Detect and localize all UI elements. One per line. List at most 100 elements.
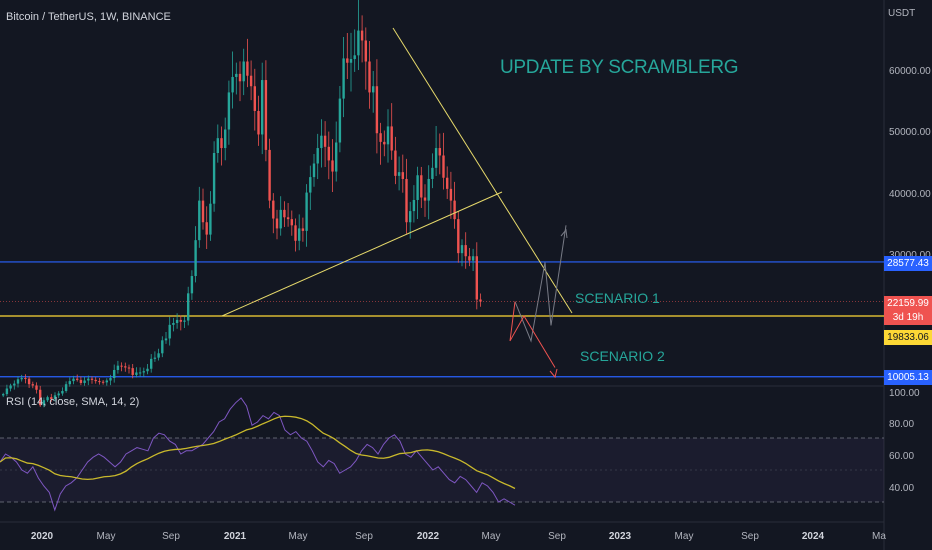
- candle-body: [64, 384, 68, 392]
- y-tick-60000: 60000.00: [889, 66, 931, 77]
- candle-body: [283, 209, 286, 218]
- candle-body: [468, 256, 471, 261]
- candle-body: [194, 240, 197, 277]
- y-tick-40000: 40000.00: [889, 189, 931, 200]
- y-tick-30000: 30000.00: [889, 250, 931, 261]
- candle-body: [27, 378, 31, 385]
- candle-body: [405, 178, 408, 223]
- candle-body: [268, 149, 271, 201]
- candle-body: [286, 217, 290, 220]
- support-trend-line: [221, 191, 503, 317]
- candle-body: [453, 200, 456, 220]
- scenario-2-arrowhead: [549, 368, 558, 379]
- candle-body: [438, 148, 441, 156]
- x-tick-may-2020: May: [96, 531, 116, 542]
- candle-body: [179, 319, 182, 322]
- level-low-tag: 10005.13: [884, 370, 932, 385]
- level-high-tag: 28577.43: [884, 256, 932, 271]
- candle-body: [212, 152, 216, 204]
- candle-body: [460, 245, 464, 254]
- x-tick-sep-2020: Sep: [162, 531, 180, 542]
- candle-body: [257, 110, 260, 135]
- x-tick-may-2021: May: [288, 531, 308, 542]
- candle-body: [272, 200, 275, 219]
- candle-body: [242, 61, 245, 82]
- candle-body: [342, 58, 345, 99]
- candle-body: [298, 228, 301, 241]
- candle-body: [168, 324, 171, 339]
- candle-body: [201, 200, 205, 223]
- candle-body: [349, 59, 353, 63]
- candle-body: [231, 76, 234, 93]
- candle-body: [76, 378, 79, 380]
- y-tick-50000: 50000.00: [889, 127, 931, 138]
- candle-body: [50, 397, 53, 400]
- candle-body: [390, 126, 393, 151]
- candle-body: [471, 256, 475, 261]
- candle-body: [116, 365, 120, 370]
- candle-body: [94, 379, 97, 382]
- candle-body: [397, 172, 401, 176]
- countdown-tag: 3d 19h: [884, 310, 932, 325]
- candle-body: [68, 381, 71, 385]
- candle-body: [187, 293, 190, 321]
- candle-body: [153, 357, 157, 359]
- candle-body: [16, 379, 20, 384]
- rsi-sma-line: [0, 415, 516, 490]
- candle-body: [446, 177, 449, 189]
- candle-body: [164, 338, 168, 341]
- scenario-1-path: [514, 225, 567, 343]
- candle-body: [372, 86, 375, 93]
- x-tick-2022: 2022: [416, 531, 440, 542]
- candle-body: [35, 385, 38, 390]
- x-tick-sep-2021: Sep: [355, 531, 373, 542]
- candle-body: [457, 219, 460, 254]
- candle-body: [124, 366, 127, 368]
- candle-body: [416, 175, 419, 200]
- candle-body: [449, 188, 453, 201]
- candle-body: [224, 129, 227, 149]
- candle-body: [360, 30, 364, 41]
- resistance-trend-line: [392, 27, 573, 314]
- candle-body: [423, 197, 427, 201]
- candle-body: [146, 368, 149, 372]
- candle-body: [220, 138, 223, 149]
- candle-body: [175, 319, 179, 324]
- candle-body: [183, 320, 186, 322]
- candle-body: [109, 378, 112, 381]
- candle-body: [31, 384, 34, 386]
- candle-body: [5, 388, 9, 395]
- candle-body: [294, 225, 297, 241]
- rsi-indicator-label[interactable]: RSI (14, close, SMA, 14, 2): [6, 396, 140, 408]
- candle-body: [205, 222, 208, 235]
- symbol-title: Bitcoin / TetherUS, 1W, BINANCE: [6, 11, 171, 23]
- x-tick-may-2022: May: [481, 531, 501, 542]
- currency-label: USDT: [888, 8, 916, 19]
- candle-body: [420, 175, 423, 198]
- candle-body: [316, 148, 319, 164]
- candle-body: [127, 367, 131, 369]
- candle-body: [172, 323, 175, 325]
- rsi-tick-60: 60.00: [889, 451, 915, 462]
- candle-body: [24, 378, 27, 380]
- candle-body: [131, 368, 134, 375]
- candle-body: [431, 167, 434, 179]
- candle-body: [190, 276, 194, 294]
- candle-body: [279, 209, 282, 229]
- candle-body: [290, 219, 293, 226]
- candle-body: [301, 228, 305, 231]
- candle-body: [475, 256, 478, 300]
- candle-body: [53, 395, 57, 400]
- candle-body: [323, 135, 327, 147]
- candle-body: [150, 358, 153, 369]
- candle-body: [120, 365, 123, 367]
- candle-body: [375, 86, 379, 134]
- candle-body: [216, 138, 219, 153]
- candle-body: [331, 160, 334, 172]
- candle-body: [46, 397, 49, 401]
- candle-body: [138, 372, 142, 374]
- candle-body: [412, 199, 416, 212]
- candle-body: [409, 211, 412, 223]
- candle-body: [327, 146, 330, 161]
